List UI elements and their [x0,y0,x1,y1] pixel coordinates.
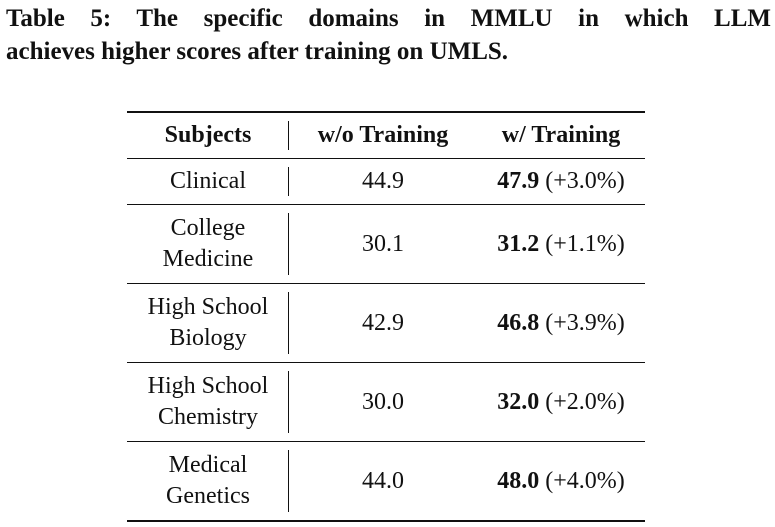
with-training-cell: 32.0 (+2.0%) [477,363,645,442]
subject-name: Clinical [170,168,246,194]
without-training-value: 44.0 [362,467,404,494]
subject-name-line-1: High School [147,373,269,399]
subject-cell: Clinical [127,159,289,205]
subject-name-line-2: Medicine [162,246,254,272]
subject-name-line-2: Chemistry [158,404,258,430]
subject-name-line-2: Biology [169,325,247,351]
table-row: Clinical 44.9 47.9 (+3.0%) [127,159,645,205]
table-row: High School Chemistry 30.0 32.0 (+2.0%) [127,363,645,442]
with-training-cell: 46.8 (+3.9%) [477,284,645,363]
header-with-training: w/ Training [501,122,621,148]
subject-cell: High School Biology [127,284,289,363]
results-table: Subjects w/o Training w/ Training Clinic… [127,111,645,522]
without-training-value: 44.9 [362,168,404,194]
subject-name-line-2: Genetics [166,483,250,509]
without-training-value: 30.0 [362,388,404,415]
subject-name-line-1: Medical [168,452,248,478]
table-caption: Table 5: The specific domains in MMLU in… [6,2,771,68]
subject-cell: Medical Genetics [127,442,289,522]
table-row: High School Biology 42.9 46.8 (+3.9%) [127,284,645,363]
with-training-value: 48.0 [497,467,540,494]
table-row: College Medicine 30.1 31.2 (+1.1%) [127,205,645,284]
without-training-value: 42.9 [362,309,404,336]
with-training-value: 47.9 [497,168,540,194]
caption-line-1: Table 5: The specific domains in MMLU in… [6,5,771,32]
subject-name-line-1: College [170,215,246,241]
without-training-value: 30.1 [362,230,404,257]
with-training-value: 32.0 [497,388,540,415]
improvement-delta: (+2.0%) [545,388,625,415]
subject-cell: College Medicine [127,205,289,284]
header-subjects: Subjects [127,112,289,159]
table-header-row: Subjects w/o Training w/ Training [127,112,645,159]
subject-cell: High School Chemistry [127,363,289,442]
caption-line-2: achieves higher scores after training on… [6,38,509,65]
with-training-value: 31.2 [497,230,540,257]
with-training-value: 46.8 [497,309,540,336]
improvement-delta: (+4.0%) [545,467,625,494]
subject-name-line-1: High School [147,294,269,320]
header-without-training: w/o Training [317,122,449,148]
table-row: Medical Genetics 44.0 48.0 (+4.0%) [127,442,645,522]
with-training-cell: 48.0 (+4.0%) [477,442,645,522]
improvement-delta: (+3.0%) [545,168,625,194]
with-training-cell: 31.2 (+1.1%) [477,205,645,284]
improvement-delta: (+3.9%) [545,309,625,336]
improvement-delta: (+1.1%) [545,230,625,257]
with-training-cell: 47.9 (+3.0%) [477,159,645,205]
